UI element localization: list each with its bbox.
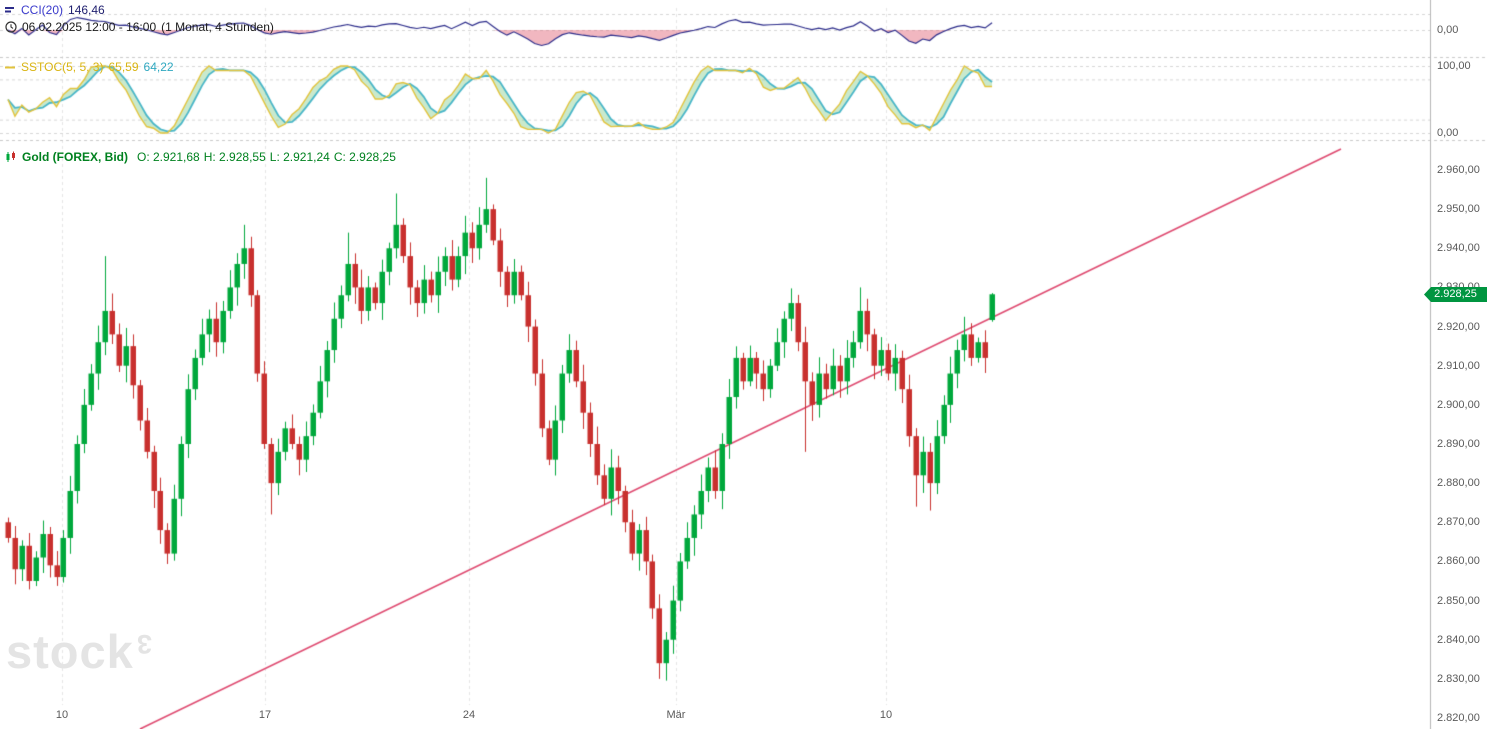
instrument-icon [5, 151, 17, 163]
ohlc-pair: C: 2.928,25 [333, 150, 396, 164]
sstoc-indicator-header[interactable]: SSTOC(5, 5, 3) 65,59 64,22 [5, 60, 174, 74]
sstoc-axis-min-label: 0,00 [1437, 127, 1459, 139]
time-axis-label: 17 [258, 709, 272, 721]
time-axis-label: 24 [462, 709, 476, 721]
price-axis-label: 2.910,00 [1437, 359, 1480, 372]
price-axis-label: 2.890,00 [1437, 438, 1480, 450]
sstoc-d-value: 64,22 [143, 60, 174, 74]
price-axis-label: 2.870,00 [1437, 516, 1480, 529]
cci-axis-zero-label: 0,00 [1437, 24, 1459, 36]
stock3-watermark-logo: stock3 [6, 624, 152, 679]
clock-icon [5, 21, 17, 33]
price-axis-label: 2.880,00 [1437, 477, 1480, 490]
time-axis-label: 10 [879, 709, 893, 721]
cci-indicator-header[interactable]: CCI(20) 146,46 [5, 3, 105, 17]
instrument-header[interactable]: Gold (FOREX, Bid) O: 2.921,68 H: 2.928,55… [5, 150, 396, 164]
watermark-text: stock [6, 625, 134, 678]
price-axis-label: 2.850,00 [1437, 594, 1480, 607]
price-axis-label: 2.860,00 [1437, 555, 1480, 568]
sstoc-k-value: 65,59 [108, 60, 139, 74]
watermark-sup: 3 [135, 629, 152, 659]
cci-indicator-icon [5, 5, 16, 16]
ohlc-row: O: 2.921,68 H: 2.928,55 L: 2.921,24 C: 2.92… [133, 150, 396, 164]
price-axis-label: 2.830,00 [1437, 672, 1480, 685]
current-price-badge: 2.928,25 [1424, 287, 1487, 302]
datetime-label: 06.02.2025 12:00 - 16:00 [22, 20, 157, 34]
period-label: (1 Monat, 4 Stunden) [161, 20, 274, 34]
price-axis-label: 2.900,00 [1437, 398, 1480, 411]
ohlc-pair: H: 2.928,55 [203, 150, 266, 164]
price-axis-label: 2.820,00 [1437, 712, 1480, 724]
price-axis-label: 2.960,00 [1437, 164, 1480, 176]
ohlc-pair: L: 2.921,24 [269, 150, 330, 164]
cci-value: 146,46 [68, 3, 105, 17]
price-axis-label: 2.920,00 [1437, 320, 1480, 333]
time-axis-label: 10 [55, 709, 69, 721]
sstoc-label: SSTOC(5, 5, 3) [21, 60, 104, 74]
sstoc-indicator-icon [5, 62, 16, 73]
ohlc-pair: O: 2.921,68 [137, 150, 200, 164]
price-axis-label: 2.940,00 [1437, 242, 1480, 255]
sstoc-axis-max-label: 100,00 [1437, 60, 1471, 72]
instrument-name: Gold (FOREX, Bid) [22, 150, 128, 164]
time-axis-label: Mär [666, 709, 686, 721]
time-range-row[interactable]: 06.02.2025 12:00 - 16:00 (1 Monat, 4 Stu… [5, 20, 274, 34]
cci-label: CCI(20) [21, 3, 64, 17]
price-axis-label: 2.840,00 [1437, 633, 1480, 646]
price-axis-label: 2.950,00 [1437, 203, 1480, 216]
